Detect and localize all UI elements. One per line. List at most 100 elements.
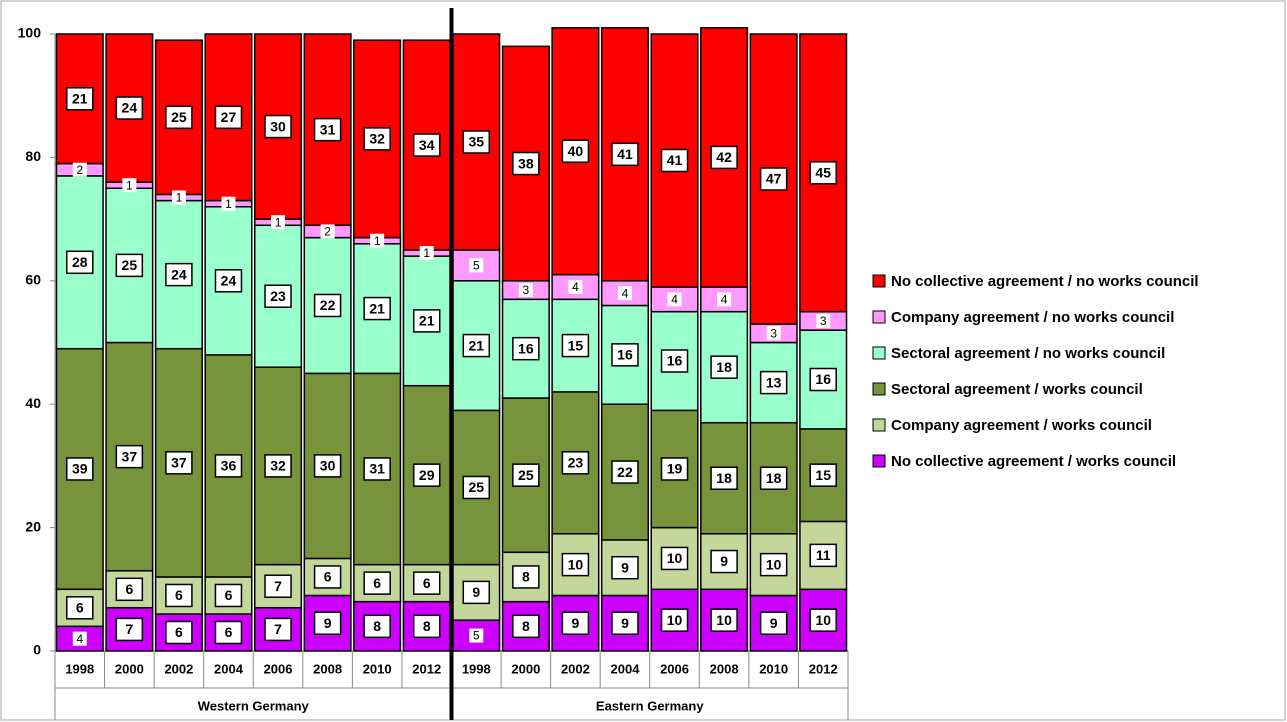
data-label-box bbox=[667, 292, 682, 307]
data-label-box bbox=[264, 617, 292, 642]
y-tick-label: 80 bbox=[25, 148, 41, 164]
data-label-box bbox=[469, 258, 484, 273]
y-tick-label: 20 bbox=[25, 518, 41, 534]
data-label: 16 bbox=[617, 347, 633, 363]
data-label-box bbox=[512, 336, 540, 361]
data-label-box bbox=[165, 262, 193, 287]
data-label: 47 bbox=[766, 171, 782, 187]
data-label: 21 bbox=[468, 337, 484, 353]
legend-label: Sectoral agreement / no works council bbox=[891, 345, 1165, 362]
data-label-box bbox=[264, 574, 292, 598]
x-tick-label: 2004 bbox=[214, 661, 244, 676]
data-label: 10 bbox=[815, 612, 831, 628]
data-label: 22 bbox=[617, 464, 633, 480]
data-label: 6 bbox=[225, 624, 233, 640]
legend-label: Company agreement / works council bbox=[891, 417, 1152, 434]
data-label-box bbox=[313, 454, 342, 478]
data-label-box bbox=[809, 463, 837, 487]
data-label-box bbox=[264, 284, 292, 308]
x-tick-label: 2006 bbox=[264, 661, 293, 676]
data-label: 27 bbox=[221, 109, 237, 125]
data-label-box bbox=[660, 608, 689, 632]
x-tick-label: 2012 bbox=[809, 661, 838, 676]
data-label-box bbox=[115, 96, 144, 120]
data-label: 7 bbox=[274, 578, 282, 594]
data-label: 29 bbox=[419, 467, 435, 483]
data-label: 38 bbox=[518, 155, 534, 171]
data-label-box bbox=[462, 130, 491, 154]
data-label: 9 bbox=[472, 584, 480, 600]
data-label-box bbox=[115, 253, 144, 278]
data-label-box bbox=[171, 190, 186, 205]
data-label-box bbox=[561, 451, 590, 475]
data-label: 4 bbox=[671, 292, 678, 306]
data-label-box bbox=[271, 215, 286, 230]
bar-segment bbox=[204, 33, 253, 202]
bar-segment bbox=[650, 33, 699, 288]
data-label: 13 bbox=[766, 374, 782, 390]
bar-segment bbox=[204, 576, 253, 615]
data-label: 24 bbox=[122, 100, 138, 116]
data-label-box bbox=[320, 224, 335, 239]
data-label-box bbox=[214, 269, 243, 293]
data-label-box bbox=[363, 296, 391, 321]
data-label: 3 bbox=[770, 326, 777, 340]
x-tick-label: 1998 bbox=[65, 661, 94, 676]
data-label-box bbox=[710, 355, 738, 379]
x-tick-label: 2010 bbox=[759, 661, 788, 676]
data-label: 6 bbox=[373, 575, 381, 591]
data-label: 1 bbox=[176, 191, 183, 205]
data-label: 16 bbox=[518, 340, 534, 356]
data-label-box bbox=[809, 543, 837, 568]
data-label-box bbox=[561, 139, 590, 163]
data-label: 31 bbox=[320, 121, 336, 137]
data-label: 37 bbox=[171, 455, 187, 471]
data-label-box bbox=[660, 148, 689, 173]
data-label: 4 bbox=[76, 632, 83, 646]
legend-label: No collective agreement / works council bbox=[891, 453, 1176, 470]
x-tick-label: 1998 bbox=[462, 661, 491, 676]
x-tick-label: 2000 bbox=[511, 661, 540, 676]
data-label-box bbox=[313, 293, 342, 318]
data-label: 24 bbox=[221, 273, 237, 289]
data-label: 21 bbox=[369, 300, 385, 316]
data-label-box bbox=[165, 583, 193, 608]
data-label: 1 bbox=[126, 178, 133, 192]
data-label-box bbox=[462, 580, 491, 605]
data-label-box bbox=[766, 326, 781, 341]
bar-segment bbox=[551, 273, 600, 301]
data-label-box bbox=[660, 349, 689, 373]
data-label-box bbox=[759, 552, 788, 577]
data-label-box bbox=[462, 475, 491, 500]
data-label: 45 bbox=[815, 165, 831, 181]
data-label: 23 bbox=[568, 455, 584, 471]
x-tick-label: 2000 bbox=[115, 661, 144, 676]
data-label: 41 bbox=[667, 152, 683, 168]
x-tick-label: 2004 bbox=[611, 661, 641, 676]
data-label-box bbox=[313, 565, 342, 589]
data-label-box bbox=[512, 463, 540, 487]
data-label-box bbox=[561, 611, 590, 635]
data-label: 31 bbox=[369, 461, 385, 477]
data-label: 4 bbox=[721, 292, 728, 306]
data-label-box bbox=[264, 454, 292, 478]
data-label-box bbox=[759, 611, 788, 635]
x-tick-label: 2012 bbox=[412, 661, 441, 676]
data-label: 6 bbox=[175, 624, 183, 640]
data-label: 10 bbox=[766, 556, 782, 572]
data-label-box bbox=[512, 151, 540, 176]
data-label: 9 bbox=[621, 615, 629, 631]
legend-label: Company agreement / no works council bbox=[891, 309, 1174, 326]
data-label-box bbox=[264, 114, 292, 139]
x-tick-label: 2002 bbox=[164, 661, 193, 676]
data-label: 9 bbox=[621, 559, 629, 575]
data-label-box bbox=[412, 571, 441, 595]
data-label-box bbox=[66, 250, 94, 275]
data-label-box bbox=[710, 549, 738, 574]
data-label-box bbox=[412, 614, 441, 639]
data-label: 21 bbox=[419, 313, 435, 329]
data-label: 34 bbox=[419, 137, 435, 153]
data-label-box bbox=[462, 333, 491, 358]
x-tick-label: 2008 bbox=[710, 661, 739, 676]
